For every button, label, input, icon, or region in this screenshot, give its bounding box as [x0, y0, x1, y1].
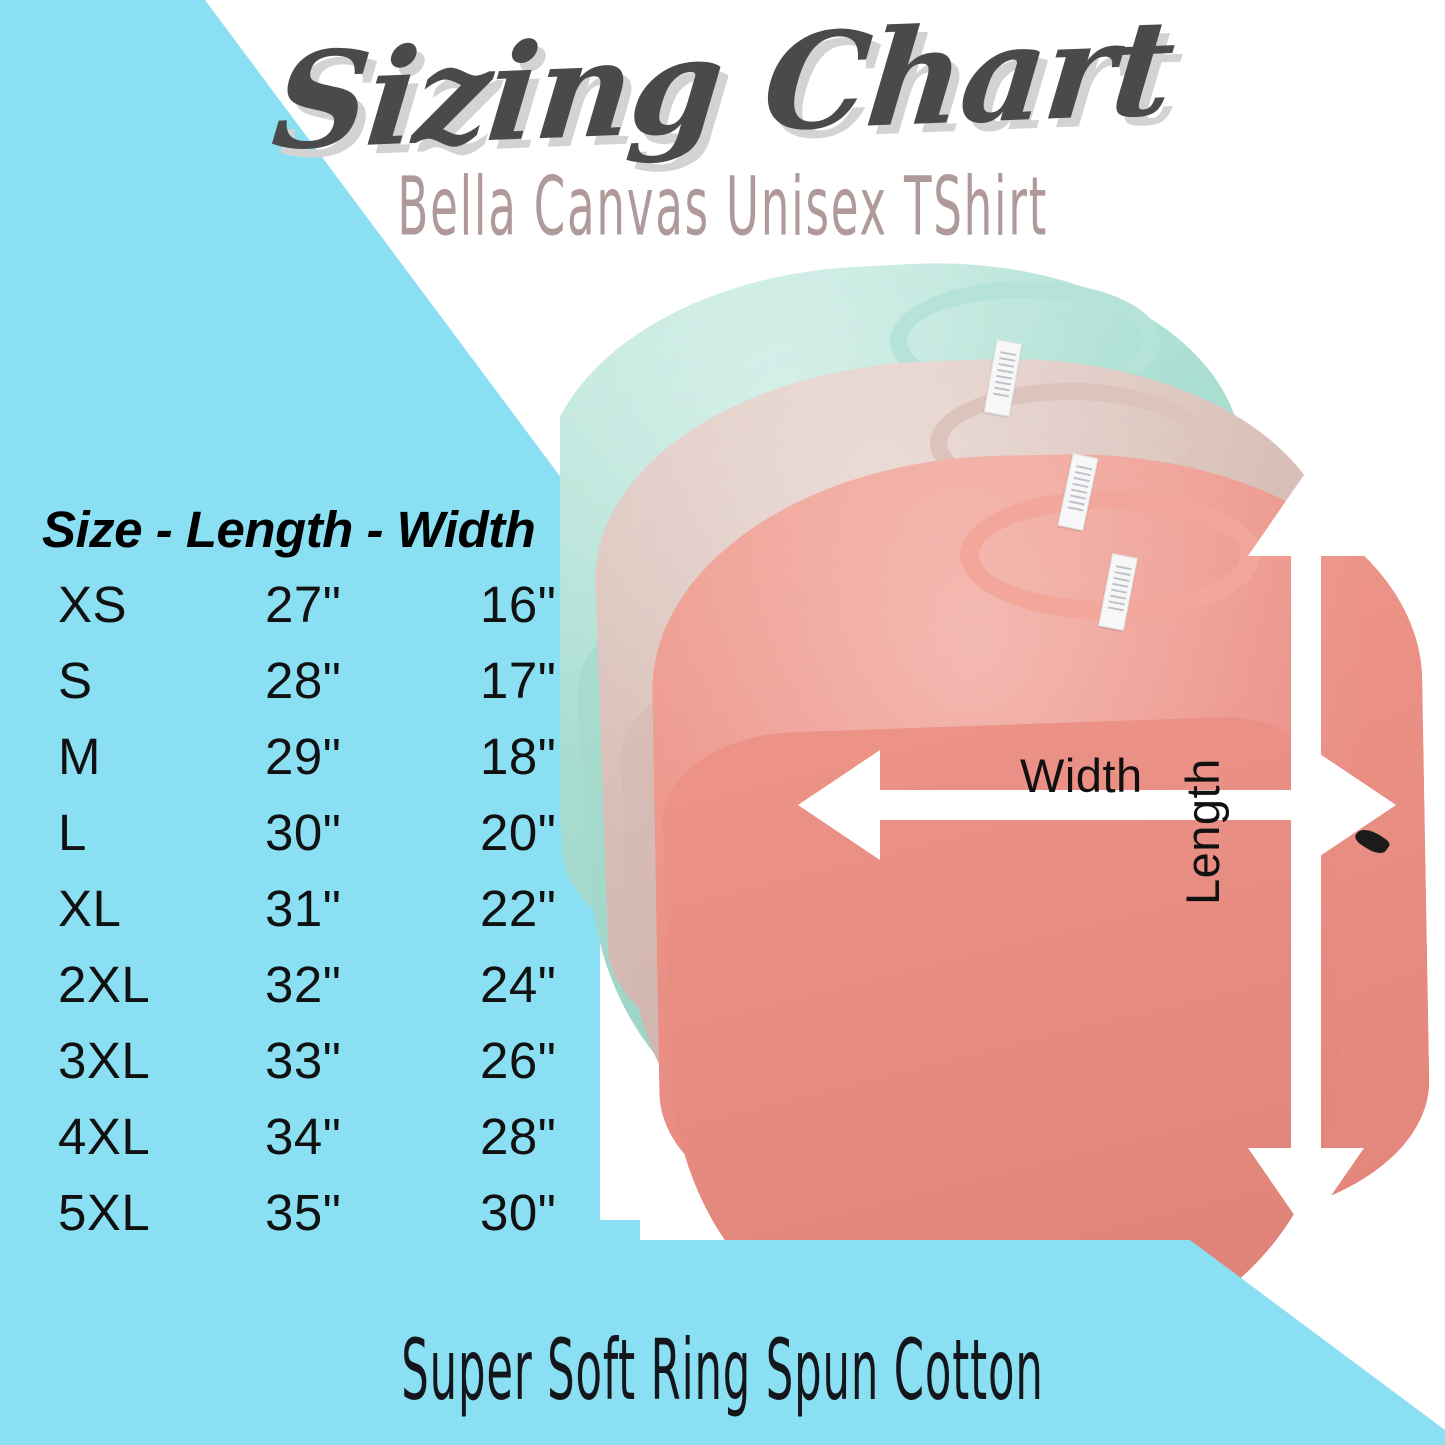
cell-size: XL: [58, 880, 122, 937]
footer-text: Super Soft Ring Spun Cotton: [401, 1322, 1044, 1420]
cell-size: 2XL: [58, 956, 151, 1013]
cell-width: 30": [480, 1184, 557, 1241]
cell-width: 18": [480, 728, 557, 785]
table-row: XS 27" 16": [42, 575, 642, 651]
cell-size: M: [58, 728, 101, 785]
cell-width: 20": [480, 804, 557, 861]
cell-length: 34": [265, 1108, 342, 1165]
cell-size: XS: [58, 576, 128, 633]
cell-width: 28": [480, 1108, 557, 1165]
cell-width: 16": [480, 576, 557, 633]
cell-width: 26": [480, 1032, 557, 1089]
table-row: L 30" 20": [42, 803, 642, 879]
cell-length: 35": [265, 1184, 342, 1241]
table-row: S 28" 17": [42, 651, 642, 727]
coral-tshirt-body: [659, 713, 1351, 1290]
cell-width: 17": [480, 652, 557, 709]
table-row: M 29" 18": [42, 727, 642, 803]
cell-length: 27": [265, 576, 342, 633]
background-blue-bottom-band: [0, 1240, 1445, 1445]
cell-length: 33": [265, 1032, 342, 1089]
table-row: 2XL 32" 24": [42, 955, 642, 1031]
cell-width: 24": [480, 956, 557, 1013]
size-table-header: Size - Length - Width: [42, 501, 536, 558]
size-table: Size - Length - Width XS 27" 16" S 28" 17" M 29…: [42, 500, 642, 1259]
table-row: 3XL 33" 26": [42, 1031, 642, 1107]
cell-length: 31": [265, 880, 342, 937]
cell-size: L: [58, 804, 87, 861]
cell-size: S: [58, 652, 93, 709]
table-row: XL 31" 22": [42, 879, 642, 955]
poster-footer: Super Soft Ring Spun Cotton: [0, 1329, 1445, 1413]
cell-width: 22": [480, 880, 557, 937]
tshirt-photo: [560, 255, 1445, 1290]
cell-size: 3XL: [58, 1032, 151, 1089]
table-row: 4XL 34" 28": [42, 1107, 642, 1183]
cell-length: 29": [265, 728, 342, 785]
table-row: 5XL 35" 30": [42, 1183, 642, 1259]
cell-size: 5XL: [58, 1184, 151, 1241]
cell-length: 30": [265, 804, 342, 861]
cell-size: 4XL: [58, 1108, 151, 1165]
cell-length: 28": [265, 652, 342, 709]
cell-length: 32": [265, 956, 342, 1013]
size-table-body: XS 27" 16" S 28" 17" M 29" 18" L 30" 20" XL 31" 22" 2XL…: [42, 575, 642, 1259]
